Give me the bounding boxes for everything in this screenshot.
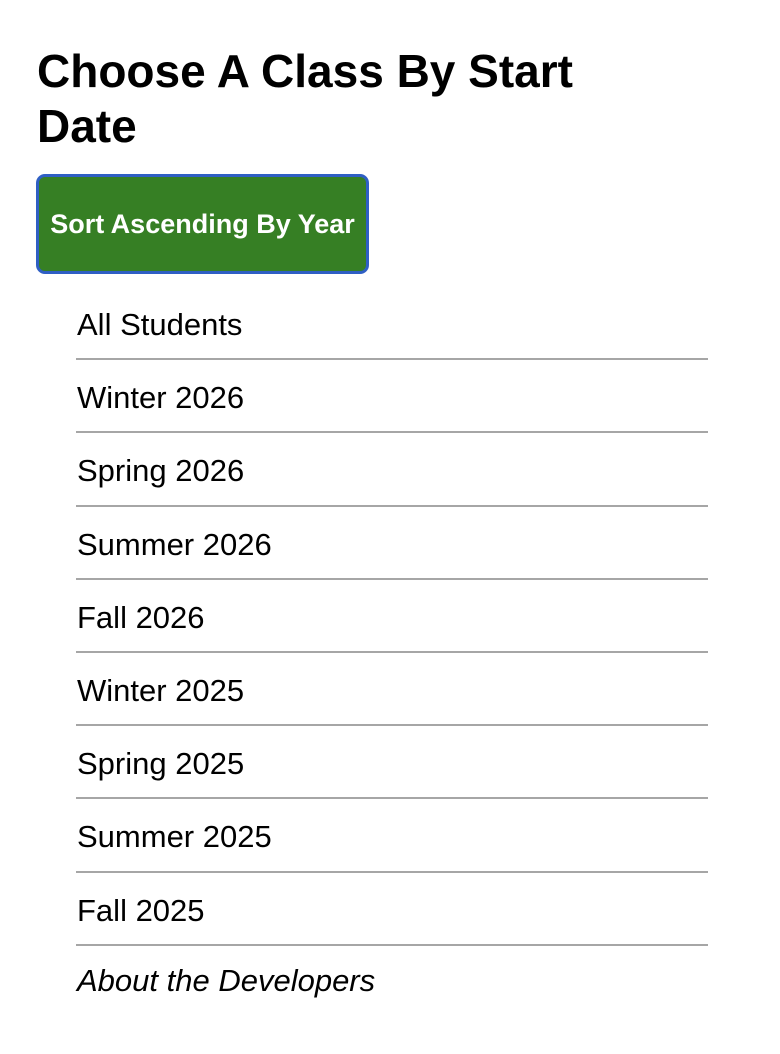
page-title: Choose A Class By Start Date — [37, 45, 573, 152]
class-list-item-label: Winter 2026 — [77, 380, 245, 416]
sort-ascending-button[interactable]: Sort Ascending By Year — [36, 174, 369, 274]
class-list-item-label: Fall 2025 — [77, 892, 205, 928]
class-list-item[interactable]: Summer 2026 — [76, 507, 708, 580]
class-list-item[interactable]: Winter 2025 — [76, 653, 708, 727]
class-list-item-label: Winter 2025 — [77, 672, 245, 708]
class-list: All Students Winter 2026 Spring 2026 Sum… — [76, 287, 708, 946]
class-list-item[interactable]: Summer 2025 — [76, 799, 708, 873]
class-list-item[interactable]: All Students — [76, 287, 708, 361]
class-list-item-label: Summer 2025 — [77, 819, 272, 855]
class-list-item[interactable]: Spring 2025 — [76, 726, 708, 800]
class-list-item-label: Summer 2026 — [77, 526, 272, 562]
class-list-item[interactable]: Winter 2026 — [76, 360, 708, 434]
class-list-item-label: Fall 2026 — [77, 599, 205, 635]
class-list-item[interactable]: Fall 2026 — [76, 580, 708, 653]
about-developers-link[interactable]: About the Developers — [77, 963, 376, 998]
class-list-item-label: Spring 2025 — [77, 746, 245, 782]
class-list-item[interactable]: Fall 2025 — [76, 873, 708, 946]
class-list-item[interactable]: Spring 2026 — [76, 433, 708, 507]
class-list-item-label: All Students — [77, 307, 243, 342]
class-list-item-label: Spring 2026 — [77, 453, 245, 489]
